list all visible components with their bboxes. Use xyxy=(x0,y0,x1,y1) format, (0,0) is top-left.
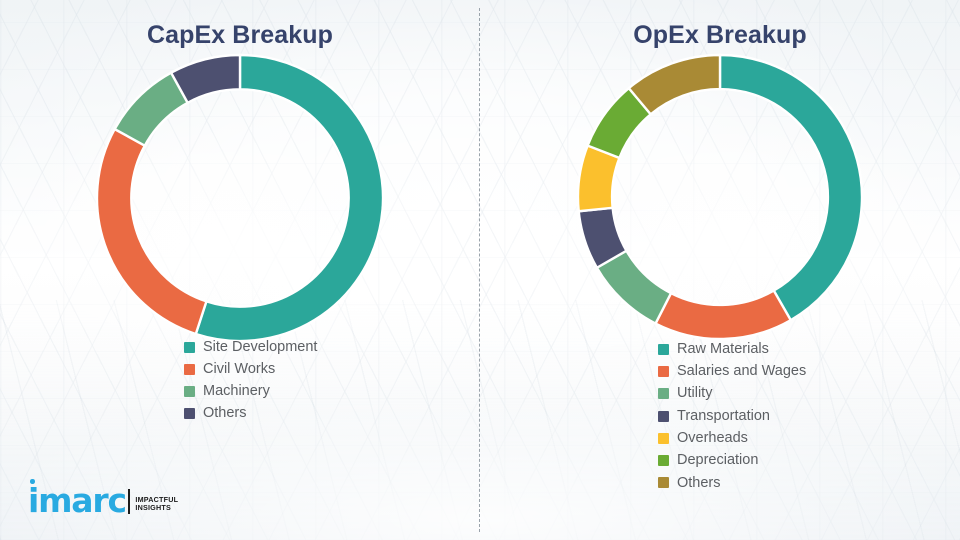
opex-donut-chart xyxy=(576,53,864,341)
logo-tagline-line-1: IMPACTFUL xyxy=(135,494,179,504)
legend-label: Machinery xyxy=(203,382,270,399)
logo-tagline: IMPACTFUL INSIGHTS xyxy=(135,494,179,516)
capex-chart-title: CapEx Breakup xyxy=(146,21,334,49)
legend-item[interactable]: Civil Works xyxy=(184,358,664,380)
donut-slice xyxy=(95,127,208,336)
legend-item[interactable]: Utility xyxy=(658,383,960,405)
opex-legend: Raw Materials Salaries and Wages Utility Tr… xyxy=(480,338,960,494)
donut-slice xyxy=(627,53,722,116)
legend-swatch-icon xyxy=(184,407,195,419)
logo-tagline-line-2: INSIGHTS xyxy=(135,503,171,513)
legend-item[interactable]: Overheads xyxy=(658,427,960,449)
legend-swatch-icon xyxy=(658,432,669,444)
legend-swatch-icon xyxy=(658,388,669,400)
logo-wordmark: imarc xyxy=(28,479,127,520)
donut-slice xyxy=(653,288,793,341)
legend-item[interactable]: Transportation xyxy=(658,405,960,427)
legend-label: Overheads xyxy=(677,430,748,447)
legend-swatch-icon xyxy=(184,385,195,397)
legend-swatch-icon xyxy=(658,455,669,467)
logo-dot-icon xyxy=(30,479,35,484)
legend-label: Utility xyxy=(677,385,713,402)
donut-slice xyxy=(718,53,864,322)
legend-item[interactable]: Site Development xyxy=(184,336,664,358)
legend-item[interactable]: Depreciation xyxy=(658,449,960,471)
legend-label: Civil Works xyxy=(203,360,276,377)
imarc-logo: imarc IMPACTFUL INSIGHTS xyxy=(28,479,179,520)
legend-swatch-icon xyxy=(184,363,195,375)
panel-divider xyxy=(479,8,480,532)
legend-swatch-icon xyxy=(658,343,669,355)
legend-item[interactable]: Others xyxy=(184,402,664,424)
legend-item[interactable]: Salaries and Wages xyxy=(658,360,960,382)
opex-donut-wrap xyxy=(480,52,960,344)
donut-slice xyxy=(169,53,242,105)
capex-panel: CapEx Breakup Site Development Civil Work… xyxy=(0,21,480,420)
legend-item[interactable]: Raw Materials xyxy=(658,338,960,360)
opex-panel: OpEx Breakup Raw Materials Salaries and W… xyxy=(480,0,960,540)
legend-label: Depreciation xyxy=(677,452,759,469)
logo-word-text: imarc xyxy=(28,481,127,520)
legend-swatch-icon xyxy=(658,410,669,422)
legend-label: Raw Materials xyxy=(677,340,769,357)
legend-swatch-icon xyxy=(184,341,195,353)
capex-donut-wrap xyxy=(0,52,480,344)
legend-item[interactable]: Machinery xyxy=(184,380,664,402)
legend-label: Transportation xyxy=(677,407,770,424)
legend-label: Others xyxy=(203,404,247,421)
legend-swatch-icon xyxy=(658,365,669,377)
legend-label: Site Development xyxy=(203,338,318,355)
capex-legend: Site Development Civil Works Machinery Othe… xyxy=(0,336,664,424)
legend-label: Salaries and Wages xyxy=(677,363,807,380)
legend-label: Others xyxy=(677,474,721,491)
opex-chart-title: OpEx Breakup xyxy=(633,21,807,49)
capex-donut-chart xyxy=(95,53,385,343)
legend-swatch-icon xyxy=(658,477,669,489)
legend-item[interactable]: Others xyxy=(658,472,960,494)
logo-divider-bar xyxy=(127,489,131,514)
donut-slice xyxy=(194,53,385,343)
